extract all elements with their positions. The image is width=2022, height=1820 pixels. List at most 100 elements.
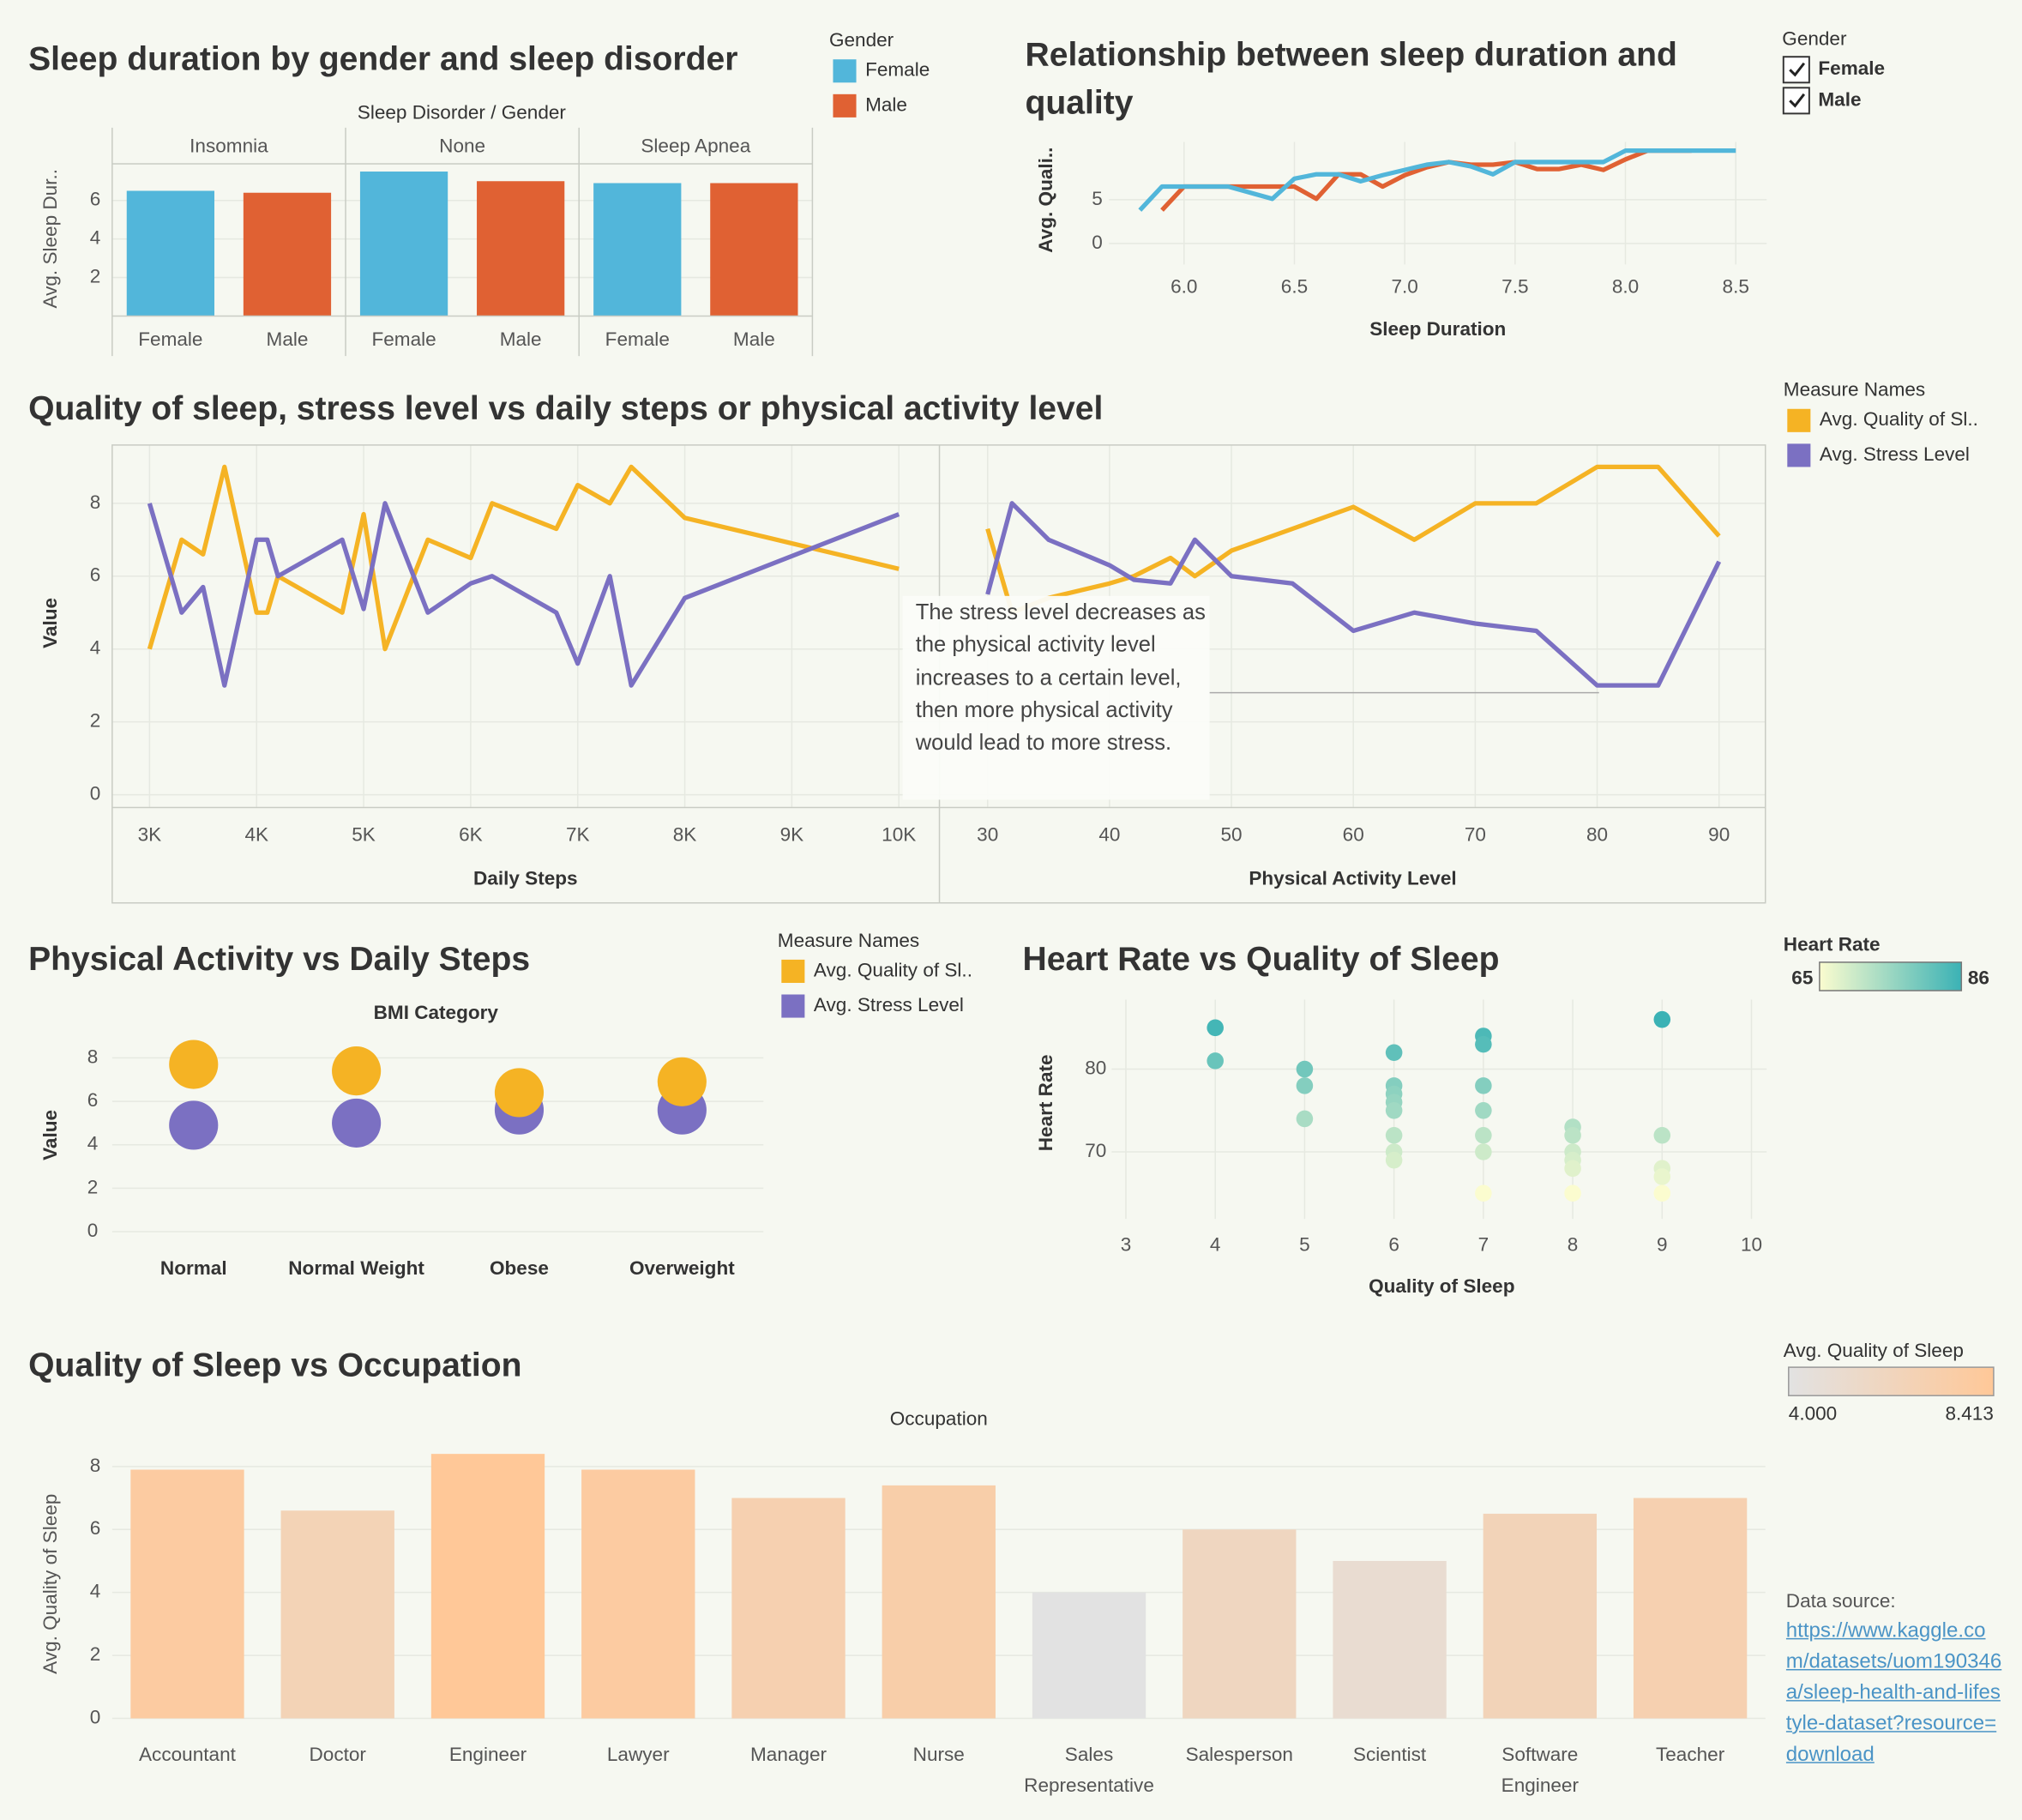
x-tick-label: 10K	[882, 823, 916, 845]
bar	[126, 190, 215, 316]
x-tick-label: 6K	[459, 823, 483, 845]
x-tick-label: 7.5	[1501, 275, 1528, 297]
legend-label: Male	[865, 93, 907, 115]
line	[985, 501, 1722, 688]
facet-label: None	[439, 135, 485, 156]
line	[985, 464, 1721, 615]
point	[1475, 1102, 1492, 1119]
x-tick-label: 50	[1221, 823, 1243, 845]
source-link[interactable]: https://www.kaggle.com/datasets/uom19034…	[1785, 1619, 2002, 1766]
x-tick-label: 5K	[352, 823, 376, 845]
point	[1475, 1143, 1492, 1160]
chart-title: Sleep duration by gender and sleep disor…	[28, 40, 737, 77]
header: BMI Category	[374, 1002, 499, 1023]
point	[1653, 1184, 1671, 1202]
x-tick-label: 8.0	[1612, 275, 1639, 297]
annotation-box	[902, 595, 1210, 800]
dot	[169, 1040, 219, 1089]
source-link-box: https://www.kaggle.com/datasets/uom19034…	[1785, 1619, 2002, 1766]
x-tick-label: 4	[1210, 1234, 1221, 1256]
x-axis-label: Physical Activity Level	[1249, 868, 1456, 889]
legend-checkbox[interactable]	[1782, 56, 1810, 84]
dot	[332, 1046, 382, 1096]
chart-title-box: Relationship between sleep duration and …	[1026, 35, 1677, 122]
legend-label: Female	[1818, 57, 1885, 79]
bar	[359, 172, 448, 316]
x-tick-label-box: Manager	[750, 1744, 827, 1766]
legend-label: Avg. Quality of Sl..	[1820, 408, 1978, 430]
legend-title: Gender	[1782, 28, 1847, 50]
y-tick-label: 2	[87, 1176, 99, 1197]
point	[1475, 1126, 1492, 1144]
bar	[430, 1454, 545, 1719]
bar	[243, 192, 332, 316]
dot	[657, 1057, 707, 1106]
x-tick-label-box: Scientist	[1352, 1744, 1427, 1766]
point	[1296, 1060, 1314, 1078]
x-tick-label: 8	[1568, 1234, 1579, 1256]
x-tick-label: Teacher	[1655, 1744, 1725, 1766]
y-tick-label: 2	[90, 266, 101, 287]
bar	[130, 1469, 244, 1719]
x-tick-label: 60	[1343, 823, 1364, 845]
x-tick-label-box: Salesperson	[1185, 1744, 1293, 1766]
bar	[280, 1510, 394, 1719]
check-mark	[1789, 62, 1806, 77]
point	[1385, 1151, 1403, 1169]
chart-title: Quality of sleep, stress level vs daily …	[28, 390, 1103, 427]
x-tick-label-box: Lawyer	[607, 1744, 670, 1766]
dot	[332, 1098, 382, 1148]
point	[1653, 1168, 1671, 1185]
y-tick-label: 5	[1092, 188, 1103, 209]
x-tick-label: 6.0	[1170, 275, 1197, 297]
x-tick-label: Doctor	[309, 1744, 366, 1766]
x-tick-label: Female	[138, 328, 202, 350]
bar	[1032, 1592, 1146, 1719]
y-tick-label: 4	[90, 637, 101, 659]
y-axis-label: Value	[39, 598, 61, 648]
y-tick-label: 0	[87, 1220, 99, 1241]
line	[147, 501, 900, 688]
dot	[494, 1068, 545, 1118]
color-legend	[1819, 961, 1963, 991]
y-axis-label: Avg. Sleep Dur..	[39, 169, 61, 309]
x-tick-label: Female	[605, 328, 670, 350]
x-tick-label: 80	[1586, 823, 1608, 845]
check-mark	[1789, 93, 1806, 108]
x-tick-label: 7	[1478, 1234, 1489, 1256]
legend-swatch	[833, 93, 857, 118]
point	[1564, 1184, 1581, 1202]
legend-swatch	[1787, 408, 1811, 432]
y-tick-label: 2	[90, 710, 101, 732]
legend-checkbox[interactable]	[1782, 87, 1810, 115]
annotation-box: The stress level decreases as the physic…	[916, 600, 1206, 755]
point	[1564, 1126, 1581, 1144]
point	[1475, 1035, 1492, 1053]
y-tick-label: 8	[90, 491, 101, 513]
x-tick-label-box: Doctor	[309, 1744, 366, 1766]
x-tick-label: Salesperson	[1185, 1744, 1293, 1766]
bar	[882, 1485, 996, 1719]
x-tick-label: Scientist	[1352, 1744, 1427, 1766]
chart-title: Physical Activity vs Daily Steps	[28, 941, 530, 978]
chart-title: Heart Rate vs Quality of Sleep	[1023, 941, 1500, 978]
x-tick-label: Normal Weight	[288, 1257, 424, 1279]
x-axis-label: Daily Steps	[473, 868, 578, 889]
color-legend-label: 8.413	[1945, 1403, 1993, 1425]
y-tick-label: 4	[90, 1581, 101, 1602]
color-legend-label: 4.000	[1789, 1403, 1837, 1425]
bar	[1483, 1513, 1598, 1719]
x-tick-label: Software Engineer	[1501, 1744, 1579, 1797]
x-tick-label: Nurse	[912, 1744, 965, 1766]
legend-label: Male	[1818, 88, 1861, 110]
x-tick-label-box: Software Engineer	[1501, 1744, 1579, 1797]
header: Sleep Disorder / Gender	[358, 101, 567, 123]
y-tick-label: 6	[87, 1089, 99, 1111]
x-tick-label: Accountant	[139, 1744, 236, 1766]
x-tick-label: Engineer	[448, 1744, 527, 1766]
y-tick-label: 0	[90, 1706, 101, 1727]
line	[147, 464, 900, 652]
x-tick-label-box: Teacher	[1655, 1744, 1725, 1766]
